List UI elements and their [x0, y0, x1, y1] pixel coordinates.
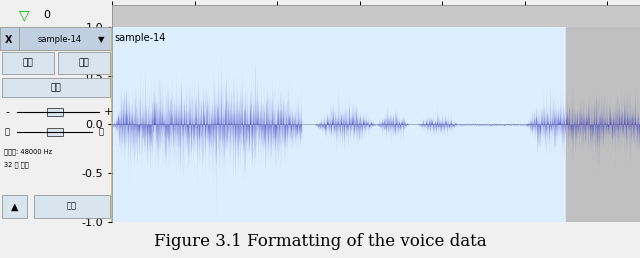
Text: sample-14: sample-14 — [115, 33, 166, 43]
Bar — [112, 27, 566, 222]
Text: ▲: ▲ — [11, 201, 19, 211]
Bar — [58, 52, 110, 74]
Bar — [47, 108, 63, 116]
Text: 静平: 静平 — [22, 59, 33, 68]
Text: +: + — [104, 107, 113, 117]
Text: 左: 左 — [4, 128, 10, 137]
Text: -: - — [6, 107, 10, 117]
Bar — [47, 128, 63, 136]
Text: 采声率: 48000 Hz: 采声率: 48000 Hz — [4, 149, 52, 155]
Text: 右: 右 — [99, 128, 104, 137]
Text: 选择: 选择 — [67, 202, 77, 211]
Text: sample-14: sample-14 — [37, 35, 81, 44]
Text: ▼: ▼ — [97, 35, 104, 44]
Text: ▽: ▽ — [19, 8, 30, 22]
Text: 32 位 浮点: 32 位 浮点 — [4, 162, 29, 168]
Bar — [566, 27, 640, 222]
Bar — [0, 27, 112, 51]
Text: Figure 3.1 Formatting of the voice data: Figure 3.1 Formatting of the voice data — [154, 233, 486, 250]
Text: 0: 0 — [44, 10, 51, 20]
Bar — [34, 195, 110, 218]
Bar — [3, 78, 110, 97]
Text: 独奏: 独奏 — [79, 59, 90, 68]
Bar — [3, 52, 54, 74]
Text: 效果: 效果 — [51, 83, 61, 92]
Bar — [3, 195, 27, 218]
Text: X: X — [5, 35, 13, 45]
